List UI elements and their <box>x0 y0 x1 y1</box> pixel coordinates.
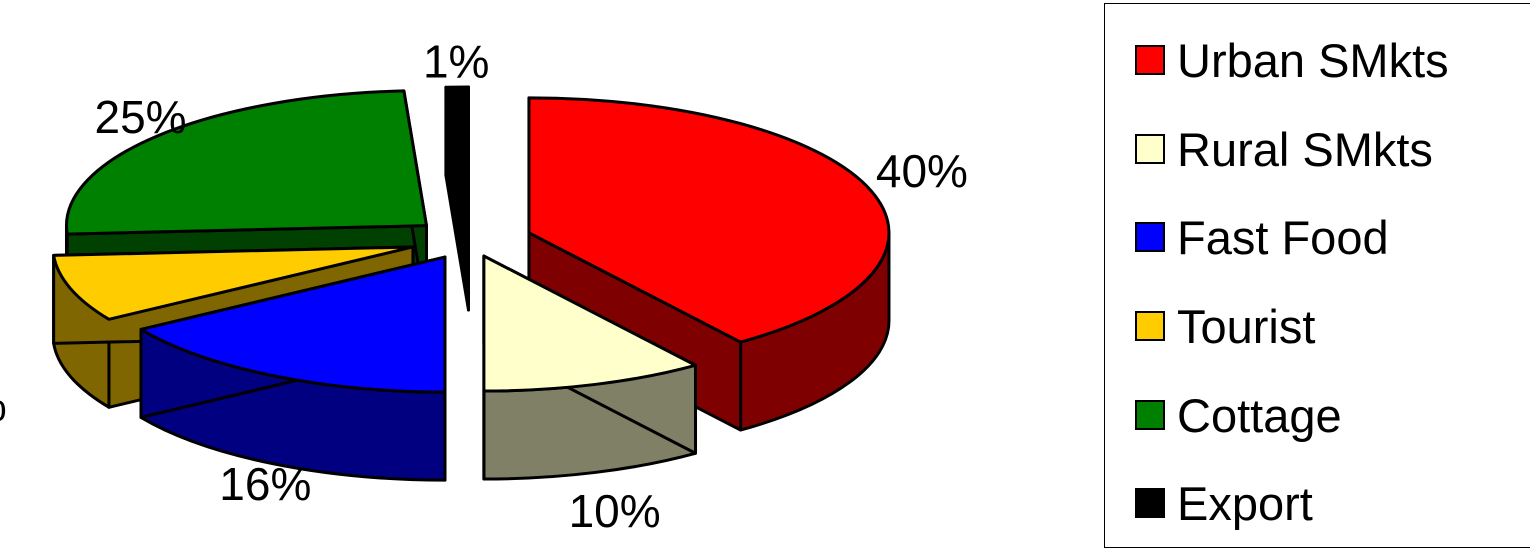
slice-tops <box>52 85 891 394</box>
slice-labels: 1% 25% 40% 8% 16% 10% <box>0 36 968 538</box>
legend-label: Rural SMkts <box>1177 122 1433 176</box>
slice-label-urban-smkts: 40% <box>876 145 968 197</box>
legend-item-urban-smkts: Urban SMkts <box>1135 30 1449 90</box>
slice-top-rural-smkts <box>482 254 698 393</box>
slice-label-rural-smkts: 10% <box>569 485 661 537</box>
legend-item-cottage: Cottage <box>1135 385 1342 445</box>
slice-label-fast-food: 16% <box>219 458 311 510</box>
legend-item-fast-food: Fast Food <box>1135 207 1389 267</box>
legend-swatch <box>1135 45 1165 75</box>
legend-label: Fast Food <box>1177 210 1389 264</box>
slice-label-tourist: 8% <box>0 379 7 431</box>
legend-label: Cottage <box>1177 388 1342 442</box>
legend-swatch <box>1135 222 1165 252</box>
legend-item-tourist: Tourist <box>1135 296 1315 356</box>
legend-swatch <box>1135 488 1165 518</box>
legend-item-rural-smkts: Rural SMkts <box>1135 119 1433 179</box>
slice-top-urban-smkts <box>527 96 891 344</box>
legend: Urban SMkts Rural SMkts Fast Food Touris… <box>1104 3 1530 548</box>
slice-top-fast-food <box>139 255 447 394</box>
legend-item-export: Export <box>1135 473 1313 533</box>
legend-swatch <box>1135 311 1165 341</box>
slice-top-tourist <box>52 245 415 321</box>
slice-top-export <box>444 85 470 224</box>
legend-swatch <box>1135 400 1165 430</box>
legend-swatch <box>1135 134 1165 164</box>
slice-label-export: 1% <box>423 36 489 88</box>
legend-label: Tourist <box>1177 299 1316 353</box>
slice-top-cottage <box>65 89 428 236</box>
legend-label: Urban SMkts <box>1177 33 1449 87</box>
slice-label-cottage: 25% <box>95 91 187 143</box>
legend-label: Export <box>1177 476 1313 530</box>
